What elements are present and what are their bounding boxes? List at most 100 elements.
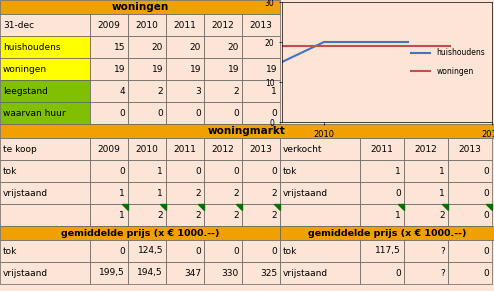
Text: 0: 0	[195, 166, 201, 175]
Bar	[0, 204, 90, 226]
Text: 0: 0	[119, 109, 125, 118]
Text: 0: 0	[195, 246, 201, 255]
huishoudens	[279, 60, 285, 64]
Bar	[0, 262, 90, 284]
Text: gemiddelde prijs (x € 1000.--): gemiddelde prijs (x € 1000.--)	[61, 228, 219, 237]
Line: huishoudens: huishoudens	[282, 42, 408, 62]
Text: 1: 1	[119, 189, 125, 198]
Text: woningen: woningen	[3, 65, 47, 74]
Bar	[242, 204, 280, 226]
Text: 347: 347	[184, 269, 201, 278]
woningen	[279, 44, 285, 48]
Text: 19: 19	[152, 65, 163, 74]
Text: 19: 19	[228, 65, 239, 74]
Text: 0: 0	[119, 246, 125, 255]
Text: 2013: 2013	[249, 20, 272, 29]
Text: 1: 1	[157, 166, 163, 175]
Legend: huishoudens, woningen: huishoudens, woningen	[408, 45, 488, 79]
Bar	[242, 182, 280, 204]
Bar	[280, 240, 360, 262]
Bar	[242, 58, 280, 80]
Bar	[242, 102, 280, 124]
Text: 0: 0	[483, 269, 489, 278]
Text: 2009: 2009	[97, 20, 121, 29]
Text: 325: 325	[260, 269, 277, 278]
Text: 194,5: 194,5	[137, 269, 163, 278]
Bar	[204, 160, 242, 182]
Text: 31-dec: 31-dec	[3, 20, 34, 29]
Bar	[128, 80, 166, 102]
Bar	[204, 14, 242, 36]
Bar	[128, 36, 166, 58]
Text: 1: 1	[157, 189, 163, 198]
Text: 2011: 2011	[173, 145, 197, 153]
Bar	[242, 80, 280, 102]
Text: 1: 1	[119, 210, 125, 219]
Bar	[128, 58, 166, 80]
Text: 2: 2	[195, 189, 201, 198]
Bar	[360, 138, 404, 160]
Bar	[242, 160, 280, 182]
Text: 0: 0	[483, 166, 489, 175]
Bar	[90, 240, 128, 262]
Bar	[404, 240, 448, 262]
Text: tok: tok	[3, 166, 17, 175]
Text: 2013: 2013	[458, 145, 482, 153]
Text: 2013: 2013	[249, 145, 272, 153]
Bar	[448, 262, 492, 284]
Bar	[204, 36, 242, 58]
Text: 2: 2	[271, 189, 277, 198]
Text: 20: 20	[190, 42, 201, 52]
Polygon shape	[486, 204, 492, 210]
Bar	[448, 138, 492, 160]
Bar	[280, 182, 360, 204]
Text: 2012: 2012	[414, 145, 437, 153]
Text: 2011: 2011	[370, 145, 393, 153]
Text: 15: 15	[114, 42, 125, 52]
Text: 1: 1	[439, 166, 445, 175]
Bar	[166, 102, 204, 124]
woningen	[363, 44, 369, 48]
Bar	[280, 262, 360, 284]
Text: huishoudens: huishoudens	[3, 42, 60, 52]
Text: 19: 19	[265, 65, 277, 74]
Bar	[128, 240, 166, 262]
Bar	[90, 138, 128, 160]
Bar	[128, 14, 166, 36]
Bar	[166, 14, 204, 36]
Text: 0: 0	[395, 189, 401, 198]
Text: vrijstaand: vrijstaand	[283, 189, 328, 198]
Text: 0: 0	[119, 166, 125, 175]
Text: 2: 2	[233, 189, 239, 198]
Bar	[166, 182, 204, 204]
Text: 0: 0	[483, 210, 489, 219]
Text: 0: 0	[157, 109, 163, 118]
Text: 2009: 2009	[97, 145, 121, 153]
Bar	[360, 182, 404, 204]
Bar	[448, 204, 492, 226]
Bar	[90, 182, 128, 204]
Text: 1: 1	[439, 189, 445, 198]
Bar	[90, 80, 128, 102]
Bar	[166, 160, 204, 182]
Bar	[242, 14, 280, 36]
Bar	[204, 262, 242, 284]
Text: 2011: 2011	[173, 20, 197, 29]
Bar	[242, 262, 280, 284]
Bar	[0, 226, 280, 240]
Text: te koop: te koop	[3, 145, 37, 153]
Text: 2: 2	[439, 210, 445, 219]
Text: 0: 0	[271, 109, 277, 118]
Bar	[0, 36, 90, 58]
Text: 0: 0	[271, 246, 277, 255]
Bar	[404, 204, 448, 226]
Bar	[0, 182, 90, 204]
Text: 2010: 2010	[135, 20, 159, 29]
Bar	[280, 160, 360, 182]
woningen	[405, 44, 411, 48]
Bar	[0, 124, 494, 138]
Bar	[128, 160, 166, 182]
Text: 0: 0	[483, 189, 489, 198]
huishoudens	[363, 40, 369, 44]
Bar	[90, 14, 128, 36]
